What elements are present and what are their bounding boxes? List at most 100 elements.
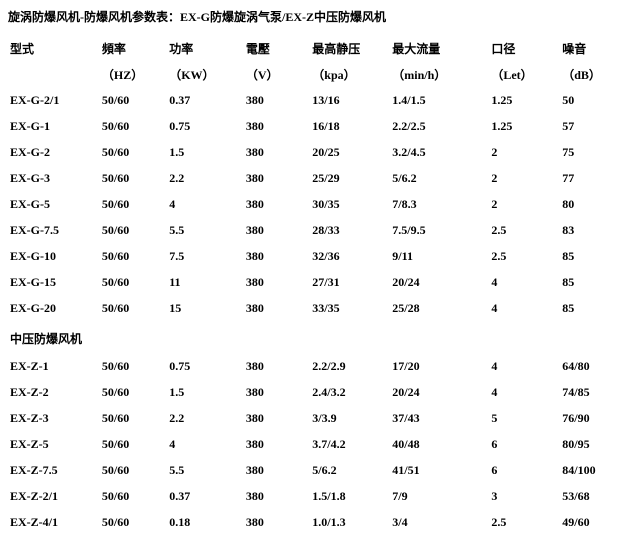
cell-power: 1.5 bbox=[167, 139, 244, 165]
cell-flow: 40/48 bbox=[390, 431, 489, 457]
unit-noise: （dB） bbox=[560, 61, 622, 87]
cell-power: 2.2 bbox=[167, 405, 244, 431]
cell-freq: 50/60 bbox=[100, 295, 167, 321]
cell-pressure: 16/18 bbox=[310, 113, 390, 139]
cell-diameter: 1.25 bbox=[489, 87, 560, 113]
cell-pressure: 2.2/2.9 bbox=[310, 353, 390, 379]
cell-voltage: 380 bbox=[244, 269, 310, 295]
cell-diameter: 5 bbox=[489, 405, 560, 431]
cell-pressure: 27/31 bbox=[310, 269, 390, 295]
cell-model: EX-Z-1 bbox=[8, 353, 100, 379]
cell-diameter: 1.25 bbox=[489, 113, 560, 139]
header-model: 型式 bbox=[8, 35, 100, 61]
cell-freq: 50/60 bbox=[100, 243, 167, 269]
cell-noise: 64/80 bbox=[560, 353, 622, 379]
cell-diameter: 6 bbox=[489, 431, 560, 457]
table-row: EX-Z-2/150/600.373801.5/1.87/9353/68 bbox=[8, 483, 622, 509]
cell-freq: 50/60 bbox=[100, 113, 167, 139]
cell-noise: 49/60 bbox=[560, 509, 622, 535]
cell-flow: 1.4/1.5 bbox=[390, 87, 489, 113]
cell-model: EX-Z-2 bbox=[8, 379, 100, 405]
cell-power: 0.37 bbox=[167, 483, 244, 509]
header-voltage: 電壓 bbox=[244, 35, 310, 61]
cell-model: EX-G-3 bbox=[8, 165, 100, 191]
cell-voltage: 380 bbox=[244, 379, 310, 405]
cell-diameter: 2 bbox=[489, 165, 560, 191]
cell-diameter: 4 bbox=[489, 353, 560, 379]
cell-pressure: 1.5/1.8 bbox=[310, 483, 390, 509]
cell-pressure: 25/29 bbox=[310, 165, 390, 191]
cell-noise: 75 bbox=[560, 139, 622, 165]
cell-model: EX-G-2/1 bbox=[8, 87, 100, 113]
table-row: EX-G-1050/607.538032/369/112.585 bbox=[8, 243, 622, 269]
cell-freq: 50/60 bbox=[100, 217, 167, 243]
cell-pressure: 5/6.2 bbox=[310, 457, 390, 483]
cell-noise: 74/85 bbox=[560, 379, 622, 405]
cell-diameter: 4 bbox=[489, 295, 560, 321]
cell-model: EX-Z-4/1 bbox=[8, 509, 100, 535]
cell-model: EX-G-5 bbox=[8, 191, 100, 217]
unit-flow: （min/h） bbox=[390, 61, 489, 87]
cell-diameter: 4 bbox=[489, 379, 560, 405]
cell-freq: 50/60 bbox=[100, 431, 167, 457]
cell-model: EX-G-2 bbox=[8, 139, 100, 165]
cell-voltage: 380 bbox=[244, 191, 310, 217]
cell-power: 15 bbox=[167, 295, 244, 321]
cell-noise: 85 bbox=[560, 295, 622, 321]
cell-model: EX-Z-3 bbox=[8, 405, 100, 431]
cell-flow: 17/20 bbox=[390, 353, 489, 379]
cell-voltage: 380 bbox=[244, 509, 310, 535]
table-row: EX-G-150/600.7538016/182.2/2.51.2557 bbox=[8, 113, 622, 139]
cell-model: EX-G-20 bbox=[8, 295, 100, 321]
unit-diameter: （Let） bbox=[489, 61, 560, 87]
cell-voltage: 380 bbox=[244, 113, 310, 139]
cell-model: EX-Z-2/1 bbox=[8, 483, 100, 509]
table-row: EX-G-7.550/605.538028/337.5/9.52.583 bbox=[8, 217, 622, 243]
cell-noise: 57 bbox=[560, 113, 622, 139]
cell-freq: 50/60 bbox=[100, 353, 167, 379]
cell-model: EX-G-15 bbox=[8, 269, 100, 295]
cell-power: 7.5 bbox=[167, 243, 244, 269]
cell-noise: 83 bbox=[560, 217, 622, 243]
cell-freq: 50/60 bbox=[100, 405, 167, 431]
header-pressure: 最高静压 bbox=[310, 35, 390, 61]
cell-flow: 20/24 bbox=[390, 269, 489, 295]
cell-power: 4 bbox=[167, 431, 244, 457]
cell-power: 5.5 bbox=[167, 457, 244, 483]
table-row: EX-G-2050/601538033/3525/28485 bbox=[8, 295, 622, 321]
cell-freq: 50/60 bbox=[100, 509, 167, 535]
cell-freq: 50/60 bbox=[100, 87, 167, 113]
cell-noise: 85 bbox=[560, 269, 622, 295]
cell-voltage: 380 bbox=[244, 243, 310, 269]
cell-noise: 76/90 bbox=[560, 405, 622, 431]
cell-noise: 80 bbox=[560, 191, 622, 217]
cell-diameter: 3 bbox=[489, 483, 560, 509]
cell-diameter: 2.5 bbox=[489, 509, 560, 535]
table-row: EX-Z-550/6043803.7/4.240/48680/95 bbox=[8, 431, 622, 457]
cell-voltage: 380 bbox=[244, 87, 310, 113]
table-row: EX-Z-150/600.753802.2/2.917/20464/80 bbox=[8, 353, 622, 379]
header-freq: 頻率 bbox=[100, 35, 167, 61]
cell-freq: 50/60 bbox=[100, 457, 167, 483]
cell-model: EX-G-7.5 bbox=[8, 217, 100, 243]
header-flow: 最大流量 bbox=[390, 35, 489, 61]
unit-voltage: （V） bbox=[244, 61, 310, 87]
cell-model: EX-Z-5 bbox=[8, 431, 100, 457]
table-row: EX-Z-250/601.53802.4/3.220/24474/85 bbox=[8, 379, 622, 405]
table-row: EX-G-2/150/600.3738013/161.4/1.51.2550 bbox=[8, 87, 622, 113]
cell-diameter: 6 bbox=[489, 457, 560, 483]
header-power: 功率 bbox=[167, 35, 244, 61]
cell-flow: 7/8.3 bbox=[390, 191, 489, 217]
cell-diameter: 2.5 bbox=[489, 217, 560, 243]
table-row: EX-G-1550/601138027/3120/24485 bbox=[8, 269, 622, 295]
cell-model: EX-G-10 bbox=[8, 243, 100, 269]
cell-flow: 2.2/2.5 bbox=[390, 113, 489, 139]
cell-pressure: 1.0/1.3 bbox=[310, 509, 390, 535]
cell-power: 2.2 bbox=[167, 165, 244, 191]
cell-diameter: 4 bbox=[489, 269, 560, 295]
cell-voltage: 380 bbox=[244, 295, 310, 321]
cell-power: 1.5 bbox=[167, 379, 244, 405]
cell-pressure: 2.4/3.2 bbox=[310, 379, 390, 405]
cell-flow: 3.2/4.5 bbox=[390, 139, 489, 165]
cell-power: 5.5 bbox=[167, 217, 244, 243]
